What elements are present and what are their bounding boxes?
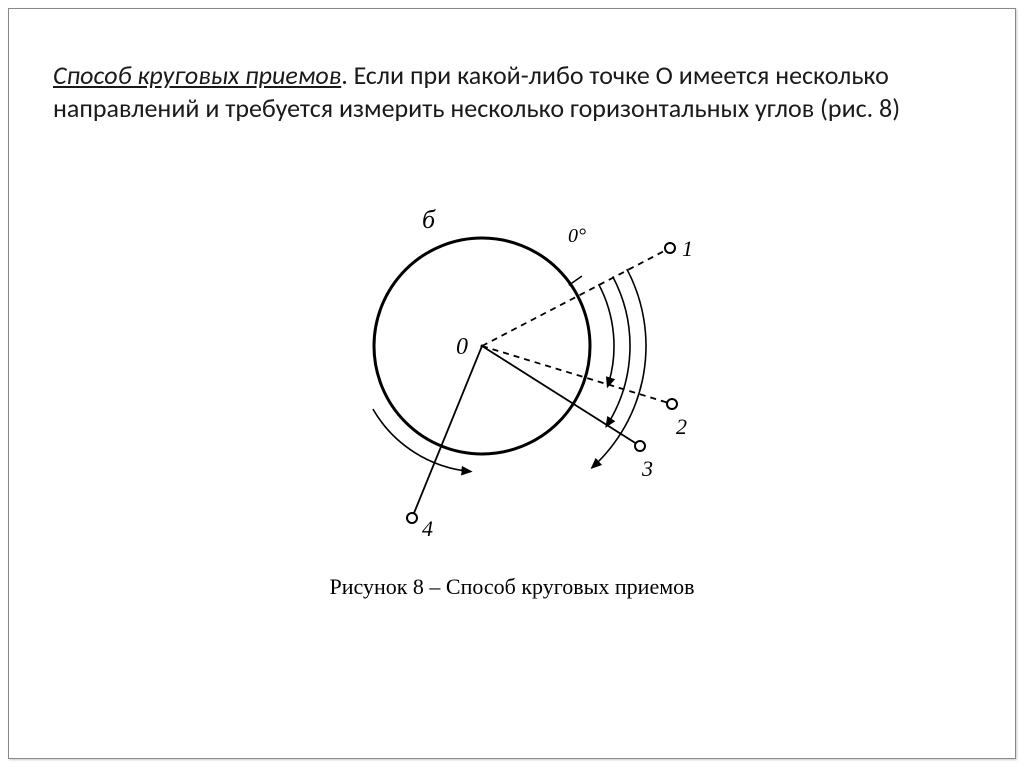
figure-caption: Рисунок 8 – Способ круговых приемов: [53, 574, 971, 600]
svg-text:б: б: [422, 205, 436, 234]
slide-frame: Способ круговых приемов. Если при какой-…: [8, 8, 1016, 759]
heading-text: Способ круговых приемов. Если при какой-…: [53, 59, 971, 126]
svg-text:0: 0: [456, 334, 468, 360]
heading-underlined: Способ круговых приемов: [53, 59, 341, 91]
circular-method-diagram: 1 23 4 0 б 0°: [272, 166, 752, 546]
svg-text:4: 4: [422, 516, 433, 541]
svg-text:1: 1: [682, 236, 693, 261]
svg-text:2: 2: [676, 414, 687, 439]
svg-text:3: 3: [641, 456, 653, 481]
svg-text:0°: 0°: [568, 225, 586, 247]
diagram-container: 1 23 4 0 б 0°: [53, 166, 971, 546]
